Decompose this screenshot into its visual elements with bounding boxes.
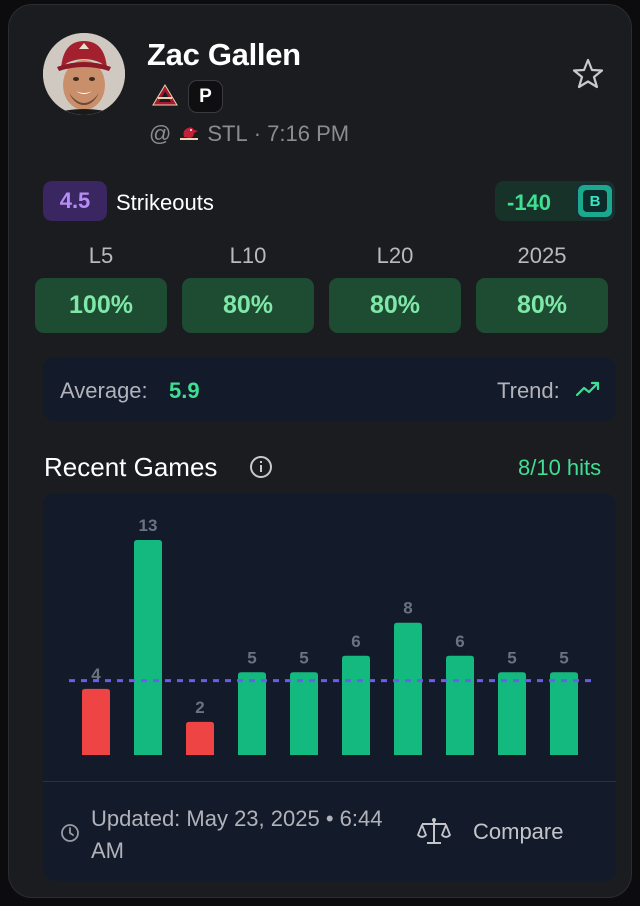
split-value: 80% [329, 278, 461, 333]
star-icon[interactable] [571, 57, 605, 91]
split-l20[interactable]: L20 80% [329, 243, 461, 333]
scale-icon [417, 817, 451, 847]
matchup-prefix: @ [149, 121, 172, 146]
split-season[interactable]: 2025 80% [476, 243, 608, 333]
chart-data-label: 5 [507, 648, 516, 667]
chart-bar[interactable] [342, 655, 370, 755]
chart-bar[interactable] [498, 672, 526, 755]
clock-icon [60, 823, 80, 843]
chart-bar[interactable] [394, 622, 422, 755]
average-trend-bar: Average: 5.9 Trend: [43, 357, 616, 421]
chart-bar[interactable] [238, 672, 266, 755]
chart-bar[interactable] [82, 688, 110, 755]
split-label: L20 [376, 243, 414, 268]
opponent-abbr: STL [207, 121, 248, 146]
split-value: 100% [35, 278, 167, 333]
chart-bar[interactable] [446, 655, 474, 755]
chart-bar[interactable] [186, 721, 214, 755]
sportsbook-b-logo-icon: B [576, 183, 614, 219]
chart-bar[interactable] [134, 540, 162, 755]
average-label: Average: [60, 378, 148, 403]
split-l5[interactable]: L5 100% [35, 243, 167, 333]
compare-button[interactable]: Compare [417, 817, 563, 847]
split-label: L5 [88, 243, 114, 268]
split-label: L10 [229, 243, 267, 268]
chart-data-label: 5 [299, 648, 308, 667]
odds-value: -140 [507, 190, 552, 215]
chart-data-label: 13 [139, 516, 158, 535]
chart-bar[interactable] [550, 672, 578, 755]
player-prop-card[interactable]: Zac Gallen P @ STL · 7:16 PM 4.5 Strikeo… [8, 4, 632, 898]
recent-games-chart: 4 13 2 5 5 6 8 6 5 5 Updated: May 23, 2025 • 6:44… [43, 493, 616, 881]
chart-bar[interactable] [290, 672, 318, 755]
average-value: 5.9 [169, 378, 200, 403]
trending-up-icon [575, 379, 601, 399]
position-badge: P [188, 80, 223, 113]
trend-label: Trend: [497, 378, 560, 403]
player-name: Zac Gallen [147, 37, 301, 72]
diamondbacks-logo-icon [149, 79, 181, 111]
chart-data-label: 2 [195, 698, 204, 717]
prop-market-label: Strikeouts [116, 190, 214, 215]
cardinals-logo-icon [177, 122, 201, 146]
split-l10[interactable]: L10 80% [182, 243, 314, 333]
chart-data-label: 5 [559, 648, 568, 667]
chart-data-label: 5 [247, 648, 256, 667]
updated-timestamp: Updated: May 23, 2025 • 6:44 AM [91, 806, 383, 863]
split-value: 80% [182, 278, 314, 333]
split-label: 2025 [517, 243, 567, 268]
split-value: 80% [476, 278, 608, 333]
svg-text:B: B [590, 193, 601, 210]
game-time: · 7:16 PM [253, 121, 350, 146]
chart-data-label: 6 [455, 632, 464, 651]
player-avatar [43, 33, 125, 115]
compare-label: Compare [473, 819, 564, 844]
chart-data-label: 6 [351, 632, 360, 651]
chart-data-label: 8 [403, 599, 412, 618]
chart-data-label: 4 [91, 665, 101, 684]
section-title: Recent Games [44, 452, 218, 482]
bar-chart: 4 13 2 5 5 6 8 6 5 5 [69, 516, 591, 755]
hit-rate: 8/10 hits [518, 455, 602, 480]
divider [43, 781, 616, 782]
info-icon[interactable] [249, 455, 273, 479]
prop-line-badge: 4.5 [43, 181, 107, 221]
matchup-info: @ STL · 7:16 PM [149, 121, 349, 147]
